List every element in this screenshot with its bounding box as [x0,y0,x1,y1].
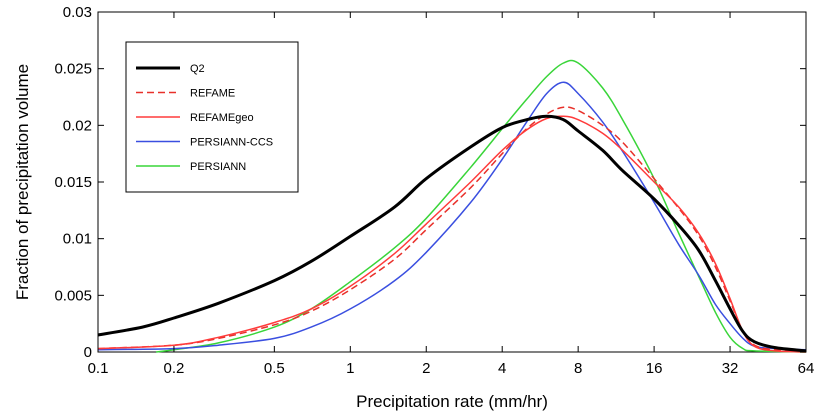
series-layer [97,59,807,353]
legend: Q2 REFAME REFAMEgeo PERSIANN-CCS PERSIANN [125,41,299,193]
x-tick-label: 8 [574,360,582,377]
y-axis-label: Fraction of precipitation volume [13,64,32,300]
y-tick-label: 0.025 [54,61,92,78]
y-tick-label: 0.015 [54,174,92,191]
x-tick-label: 0.2 [164,360,185,377]
series-line-q2 [97,114,807,353]
y-tick-label: 0.02 [63,117,92,134]
x-tick-label: 32 [722,360,739,377]
series-line-persiann-ccs [97,81,807,351]
x-tick-label: 0.5 [264,360,285,377]
x-tick-label: 0.1 [88,360,109,377]
y-tick-label: 0.01 [63,231,92,248]
y-tick-label: 0 [84,344,92,361]
series-line-refamegeo [97,115,807,353]
x-axis-label: Precipitation rate (mm/hr) [356,392,548,411]
legend-label: Q2 [190,63,205,75]
x-tick-label: 2 [422,360,430,377]
x-tick-label: 1 [346,360,354,377]
y-tick-label: 0.005 [54,287,92,304]
x-tick-label: 16 [646,360,663,377]
legend-label: REFAME [190,88,235,100]
x-axis-ticks: 0.1 0.2 0.5 1 2 4 8 16 32 64 [88,12,815,377]
series-line-refame [97,106,807,352]
y-axis-ticks: 0 0.005 0.01 0.015 0.02 0.025 0.03 [54,4,806,361]
x-tick-label: 4 [498,360,506,377]
x-tick-label: 64 [798,360,815,377]
legend-label: REFAMEgeo [190,112,254,124]
legend-label: PERSIANN [190,161,246,173]
legend-label: PERSIANN-CCS [190,137,273,149]
y-tick-label: 0.03 [63,4,92,21]
